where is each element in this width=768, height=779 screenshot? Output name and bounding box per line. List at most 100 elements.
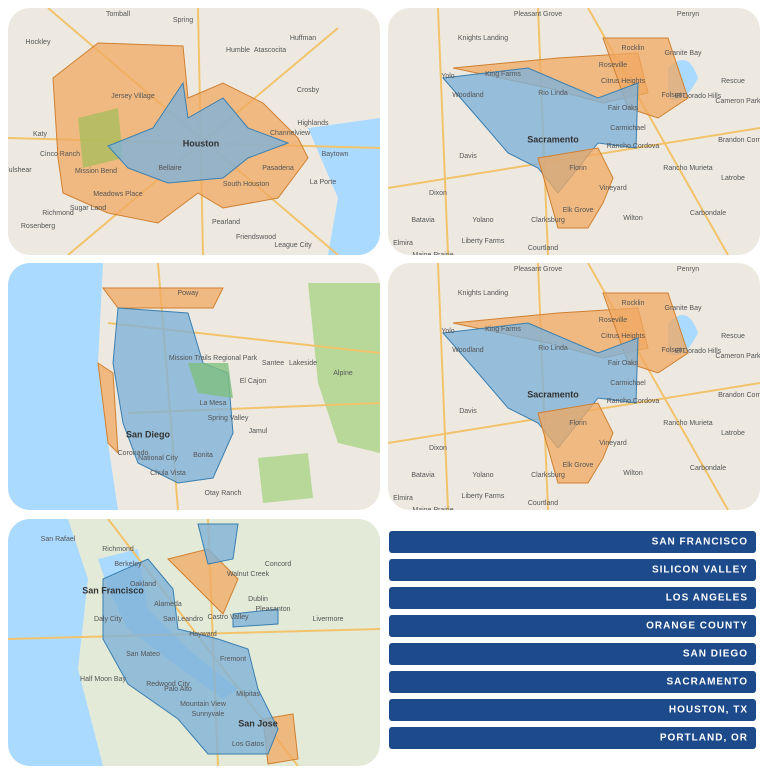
menu-bar[interactable] (389, 615, 756, 637)
place-label: Woodland (452, 347, 484, 354)
menu-item[interactable]: ORANGE COUNTY (389, 615, 756, 637)
menu-item[interactable]: HOUSTON, TX (389, 699, 756, 721)
menu-item[interactable]: PORTLAND, OR (389, 727, 756, 749)
place-label: Courtland (528, 245, 558, 252)
place-label: Oakland (130, 581, 156, 588)
place-label: Rio Linda (538, 90, 568, 97)
place-label: San Diego (126, 429, 171, 439)
place-label: Rosenberg (21, 223, 55, 230)
place-label: Elk Grove (563, 207, 594, 214)
place-label: Pleasant Grove (514, 11, 562, 18)
place-label: San Jose (238, 718, 278, 728)
place-label: Tomball (106, 11, 131, 18)
menu-label[interactable]: PORTLAND, OR (660, 733, 748, 744)
place-label: Lakeside (289, 360, 317, 367)
menu-item[interactable]: SAN FRANCISCO (389, 531, 756, 553)
place-label: Florin (569, 420, 587, 427)
place-label: Crosby (297, 87, 320, 94)
place-label: Santee (262, 360, 284, 367)
place-label: San Mateo (126, 651, 160, 658)
place-label: Dixon (429, 445, 447, 452)
place-label: Alpine (333, 370, 353, 377)
place-label: Spring (173, 17, 193, 24)
place-label: Walnut Creek (227, 571, 270, 578)
menu-bar[interactable] (389, 559, 756, 581)
menu-label[interactable]: LOS ANGELES (666, 593, 748, 604)
menu-label[interactable]: SAN FRANCISCO (652, 537, 748, 548)
place-label: Maine Prairie (412, 507, 453, 514)
place-label: Brandon Corner (718, 392, 768, 399)
place-label: Hayward (189, 631, 217, 638)
place-label: Maine Prairie (412, 252, 453, 259)
place-label: Mountain View (180, 701, 227, 708)
place-label: Florin (569, 165, 587, 172)
place-label: Highlands (297, 120, 329, 127)
place-label: Rocklin (622, 300, 645, 307)
menu-bar[interactable] (389, 699, 756, 721)
place-label: Mission Trails Regional Park (169, 355, 258, 362)
place-label: Latrobe (721, 175, 745, 182)
place-label: Huffman (290, 35, 316, 42)
place-label: Sunnyvale (192, 711, 225, 718)
map-san-diego: Poway San Diego La Mesa El Cajon Chula Vista… (8, 263, 380, 510)
menu-item[interactable]: SAN DIEGO (389, 643, 756, 665)
place-label: Batavia (411, 472, 434, 479)
place-label: Houston (183, 138, 220, 148)
map-sacramento: Pleasant Grove Penryn Knights Landing Rockl… (388, 8, 768, 259)
menu-bar[interactable] (389, 643, 756, 665)
place-label: Cameron Park (715, 98, 761, 105)
place-label: Dublin (248, 596, 268, 603)
place-label: Rancho Cordova (607, 398, 660, 405)
menu-label[interactable]: SACRAMENTO (667, 677, 748, 688)
place-label: Rescue (721, 78, 745, 85)
menu-label[interactable]: SILICON VALLEY (652, 565, 748, 576)
place-label: La Porte (310, 179, 337, 186)
place-label: Alameda (154, 601, 182, 608)
menu-item[interactable]: SILICON VALLEY (389, 559, 756, 581)
menu-label[interactable]: HOUSTON, TX (669, 705, 748, 716)
menu-label[interactable]: ORANGE COUNTY (646, 621, 748, 632)
menu-bar[interactable] (389, 587, 756, 609)
place-label: Granite Bay (665, 305, 702, 312)
place-label: Courtland (528, 500, 558, 507)
place-label: Elmira (393, 495, 413, 502)
place-label: Fremont (220, 656, 246, 663)
place-label: Friendswood (236, 234, 276, 241)
place-label: Davis (459, 153, 477, 160)
place-label: National City (138, 455, 178, 462)
place-label: Cameron Park (715, 353, 761, 360)
place-label: Sacramento (527, 134, 579, 144)
place-label: Rocklin (622, 45, 645, 52)
place-label: Pasadena (262, 165, 294, 172)
menu-bar[interactable] (389, 727, 756, 749)
place-label: Yolano (472, 217, 493, 224)
menu-item[interactable]: SACRAMENTO (389, 671, 756, 693)
place-label: King Farms (485, 71, 521, 78)
place-label: Rescue (721, 333, 745, 340)
place-label: El Cajon (240, 378, 267, 385)
place-label: Brandon Corner (718, 137, 768, 144)
menu-label[interactable]: SAN DIEGO (683, 649, 748, 660)
place-label: Sugar Land (70, 205, 106, 212)
place-label: Carbondale (690, 210, 726, 217)
place-label: La Mesa (200, 400, 227, 407)
place-label: Fulshear (4, 167, 32, 174)
menu-bar[interactable] (389, 531, 756, 553)
place-label: Rancho Murieta (663, 420, 713, 427)
place-label: Carbondale (690, 465, 726, 472)
place-label: Milpitas (236, 691, 260, 698)
menu-item[interactable]: LOS ANGELES (389, 587, 756, 609)
place-label: Hockley (26, 39, 51, 46)
place-label: Penryn (677, 266, 699, 273)
place-label: Yolo (441, 73, 454, 80)
place-label: King Farms (485, 326, 521, 333)
place-label: Richmond (102, 546, 134, 553)
place-label: Spring Valley (208, 415, 249, 422)
place-label: Concord (265, 561, 292, 568)
place-label: Humble (226, 47, 250, 54)
place-label: Yolano (472, 472, 493, 479)
place-label: Katy (33, 131, 48, 138)
menu-bar[interactable] (389, 671, 756, 693)
place-label: Berkeley (114, 561, 142, 568)
